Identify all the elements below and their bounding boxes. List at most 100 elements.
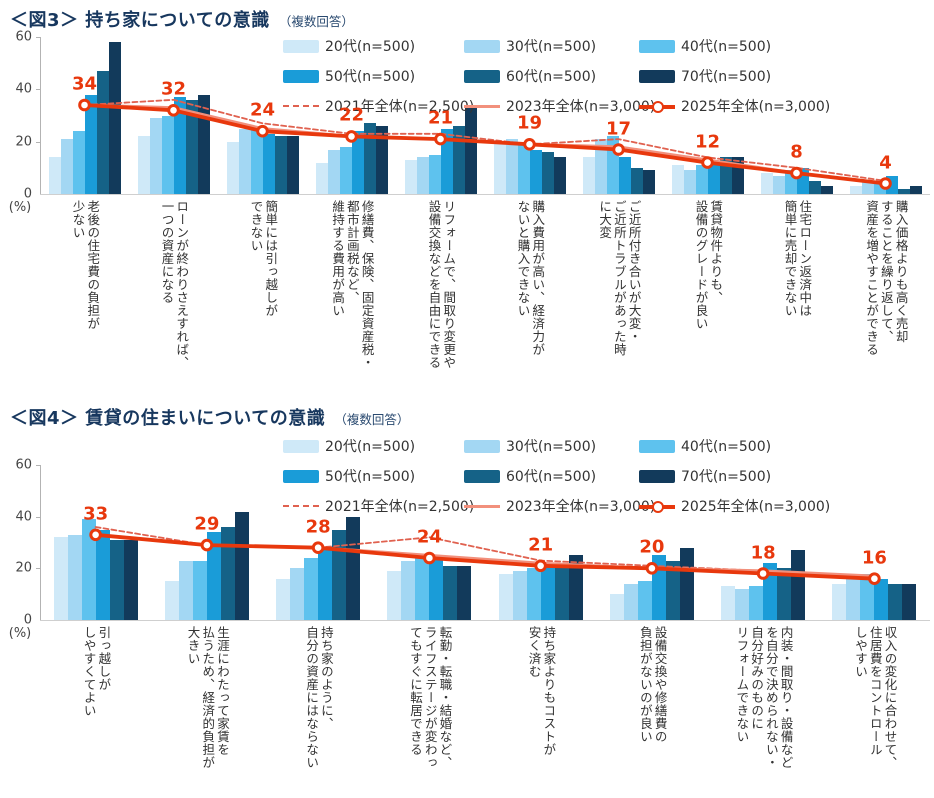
- y-tick-mark: [36, 89, 40, 91]
- category-label-text: 簡単には引っ越しが できない: [248, 200, 279, 317]
- y-tick-label: 0: [23, 612, 32, 628]
- figure3-title: ＜図3＞ 持ち家についての意識 （複数回答）: [10, 6, 354, 32]
- legend-label: 60代(n=500): [506, 69, 597, 85]
- bar-20代-cat9: [760, 173, 773, 194]
- x-axis-line: [40, 620, 930, 621]
- figure4-subtitle: （複数回答）: [334, 412, 410, 427]
- bar-60代-cat3: [274, 136, 287, 194]
- legend-label: 40代(n=500): [681, 439, 772, 455]
- bar-50代-cat1: [95, 529, 110, 620]
- legend-swatch: [639, 39, 675, 53]
- bar-60代-cat4: [363, 123, 376, 194]
- legend-solid-line: [464, 505, 500, 508]
- legend-item-2023n300: 2023年全体(n=3,000): [464, 98, 655, 115]
- bar-70代-cat3: [286, 136, 299, 194]
- bar-40代-cat3: [250, 128, 263, 194]
- bar-40代-cat4: [415, 558, 430, 620]
- bar-30代-cat6: [623, 583, 638, 620]
- y-tick-mark: [36, 465, 40, 466]
- value-label-cat7: 17: [605, 118, 632, 140]
- bar-40代-cat1: [72, 131, 85, 194]
- bar-20代-cat7: [721, 586, 736, 620]
- bar-40代-cat3: [304, 558, 319, 620]
- category-label-text: 賃貸物件よりも、 設備のグレードが良い: [693, 200, 724, 330]
- bar-30代-cat2: [178, 560, 193, 620]
- bar-30代-cat7: [735, 589, 750, 620]
- bar-50代-cat4: [429, 555, 444, 620]
- value-label-cat1: 33: [83, 503, 109, 525]
- legend-item-50n500: 50代(n=500): [283, 468, 416, 485]
- bar-40代-cat5: [526, 568, 541, 620]
- legend-dashed-line: [283, 505, 319, 507]
- percent-unit-label: (%): [8, 626, 32, 641]
- bar-50代-cat8: [874, 578, 889, 620]
- bar-40代-cat2: [192, 560, 207, 620]
- category-label: 持ち家のように、 自分の資産にはならない: [263, 626, 374, 794]
- bar-70代-cat9: [820, 186, 833, 194]
- bar-30代-cat2: [149, 118, 162, 194]
- bar-20代-cat4: [387, 570, 402, 620]
- bar-50代-cat2: [206, 532, 221, 620]
- bar-20代-cat3: [276, 578, 291, 620]
- bar-70代-cat8: [902, 583, 917, 620]
- category-label-text: 設備交換や修繕費の 負担がないのが良い: [637, 626, 668, 743]
- category-label: 購入費用が高い、経済力が ないと購入できない: [485, 200, 574, 392]
- bar-30代-cat1: [60, 139, 73, 194]
- bar-20代-cat3: [226, 141, 239, 194]
- category-label: ローンが終わりさえすれば、 一つの資産になる: [129, 200, 218, 392]
- bar-60代-cat2: [185, 99, 198, 194]
- bar-30代-cat4: [401, 560, 416, 620]
- bar-70代-cat4: [375, 125, 388, 194]
- bar-30代-cat5: [512, 570, 527, 620]
- bar-20代-cat1: [48, 157, 61, 194]
- bar-40代-cat9: [784, 170, 797, 194]
- bar-70代-cat1: [123, 539, 138, 620]
- value-label-cat6: 19: [516, 112, 543, 134]
- x-axis-line: [40, 194, 930, 195]
- bar-30代-cat8: [846, 576, 861, 620]
- bar-50代-cat8: [707, 162, 720, 194]
- category-label: リフォームで、間取り変更や 設備交換などを自由にできる: [396, 200, 485, 392]
- legend-swatch: [283, 439, 319, 453]
- legend-line-sample: [283, 499, 319, 513]
- bar-50代-cat5: [440, 128, 453, 194]
- legend-label: 50代(n=500): [325, 69, 416, 85]
- value-label-cat2: 29: [194, 513, 220, 535]
- bar-30代-cat10: [861, 180, 874, 194]
- value-label-cat3: 24: [249, 99, 276, 121]
- legend-swatch: [639, 439, 675, 453]
- category-label: 収入の変化に合わせて、 住居費をコントロール しやすい: [819, 626, 930, 794]
- figure4-title-text: ＜図4＞ 賃貸の住まいについての意識: [10, 408, 326, 429]
- y-tick-label: 20: [15, 560, 32, 576]
- value-label-cat5: 21: [528, 534, 554, 556]
- bar-60代-cat3: [332, 529, 347, 620]
- bar-30代-cat5: [416, 157, 429, 194]
- category-label: 転勤・転職・結婚など、 ライフステージが変わっ てもすぐに転居できる: [374, 626, 485, 794]
- legend-swatch: [464, 469, 500, 483]
- value-label-cat10: 4: [879, 152, 892, 174]
- category-label-text: 購入費用が高い、経済力が ないと購入できない: [515, 200, 546, 356]
- category-label-text: 持ち家のように、 自分の資産にはならない: [304, 626, 334, 769]
- bar-30代-cat1: [67, 534, 82, 620]
- category-label-text: 修繕費、保険、固定資産税・ 都市計画税など、 維持する費用が高い: [330, 200, 375, 369]
- bar-30代-cat8: [683, 170, 696, 194]
- category-label-text: 転勤・転職・結婚など、 ライフステージが変わっ てもすぐに転居できる: [408, 626, 453, 769]
- figure3-title-text: ＜図3＞ 持ち家についての意識: [10, 10, 270, 31]
- legend-label: 50代(n=500): [325, 469, 416, 485]
- bar-60代-cat7: [630, 167, 643, 194]
- bar-70代-cat4: [457, 565, 472, 620]
- bar-60代-cat5: [452, 125, 465, 194]
- legend-label: 2023年全体(n=3,000): [506, 499, 656, 515]
- y-tick-label: 60: [15, 29, 32, 45]
- legend-item-50n500: 50代(n=500): [283, 68, 416, 85]
- legend-item-40n500: 40代(n=500): [639, 38, 772, 55]
- legend-label: 40代(n=500): [681, 39, 772, 55]
- bar-30代-cat3: [238, 128, 251, 194]
- bar-30代-cat4: [327, 149, 340, 194]
- bar-50代-cat10: [885, 175, 898, 194]
- legend-label: 30代(n=500): [506, 439, 597, 455]
- legend-label: 2025年全体(n=3,000): [681, 99, 831, 115]
- legend-swatch: [464, 439, 500, 453]
- bar-50代-cat7: [763, 563, 778, 620]
- bar-40代-cat5: [428, 154, 441, 194]
